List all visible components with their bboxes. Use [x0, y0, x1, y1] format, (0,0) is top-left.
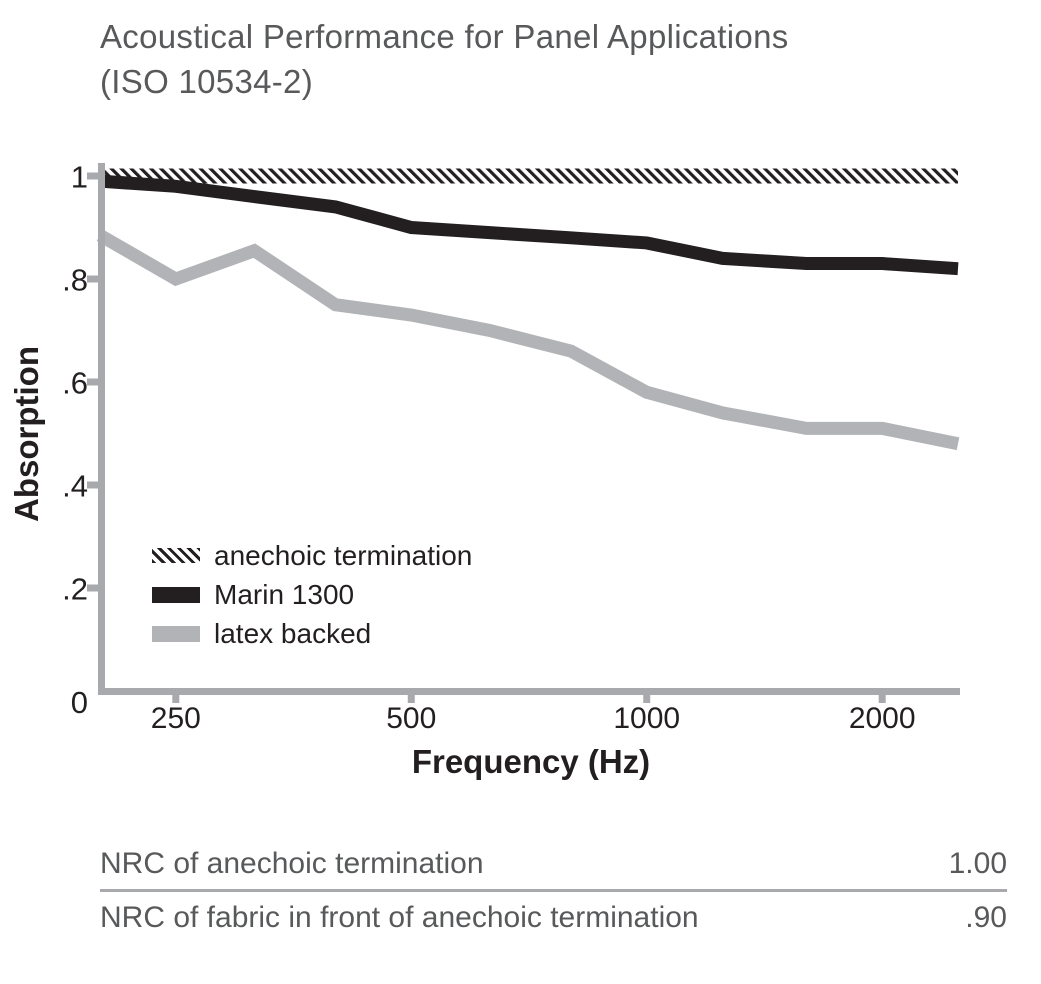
y-axis-line	[98, 163, 105, 695]
x-tick	[407, 695, 415, 703]
y-axis-title: Absorption	[8, 346, 45, 522]
y-tick-label: 1	[71, 160, 88, 195]
table-row: NRC of fabric in front of anechoic termi…	[100, 892, 1007, 943]
table-divider	[100, 889, 1007, 892]
table-row: NRC of anechoic termination 1.00	[100, 838, 1007, 889]
x-tick	[643, 695, 651, 703]
y-tick	[87, 172, 98, 180]
legend-item-latex-backed: latex backed	[152, 614, 472, 653]
x-tick-label: 1000	[613, 702, 680, 735]
y-tick	[87, 584, 98, 592]
absorption-frequency-chart: 1 .8 .6 .4 .2 0 250 500 1000 2000 Absorption Fre…	[8, 160, 960, 780]
nrc-table: NRC of anechoic termination 1.00 NRC of …	[100, 838, 1007, 943]
chart-title-line2: (ISO 10534-2)	[100, 63, 314, 100]
x-tick-label: 250	[151, 702, 201, 735]
y-tick	[87, 275, 98, 283]
chart-legend: anechoic termination Marin 1300 latex ba…	[152, 536, 472, 653]
y-tick	[87, 378, 98, 386]
y-tick-label: .2	[62, 572, 88, 607]
x-axis-line	[98, 688, 960, 695]
x-axis-title: Frequency (Hz)	[412, 743, 650, 780]
y-ticks: 1 .8 .6 .4 .2 0	[62, 160, 98, 720]
nrc-row-label: NRC of anechoic termination	[100, 846, 484, 880]
legend-item-anechoic-termination: anechoic termination	[152, 536, 472, 575]
legend-label: latex backed	[214, 617, 372, 649]
series-layer	[96, 168, 960, 451]
chart-title: Acoustical Performance for Panel Applica…	[100, 14, 789, 104]
y-tick-label: .4	[62, 469, 88, 504]
series-line-latex-backed	[96, 229, 960, 451]
legend-label: anechoic termination	[214, 539, 473, 571]
x-tick	[878, 695, 886, 703]
y-tick-label: .6	[62, 366, 88, 401]
nrc-row-label: NRC of fabric in front of anechoic termi…	[100, 900, 699, 934]
y-tick-label: .8	[62, 263, 88, 298]
hatched-line-swatch-icon	[152, 548, 200, 563]
black-line-swatch-icon	[152, 586, 200, 603]
legend-item-marin-1300: Marin 1300	[152, 575, 472, 614]
x-tick-label: 2000	[849, 702, 916, 735]
gray-line-swatch-icon	[152, 625, 200, 642]
chart-title-line1: Acoustical Performance for Panel Applica…	[100, 18, 789, 55]
nrc-row-value: .90	[965, 900, 1007, 934]
series-line-Marin-1300	[99, 174, 959, 276]
x-tick-label: 500	[386, 702, 436, 735]
legend-label: Marin 1300	[214, 578, 355, 610]
x-tick	[172, 695, 180, 703]
series-hatched-anechoic-termination	[100, 168, 958, 184]
y-tick	[87, 481, 98, 489]
x-ticks: 250 500 1000 2000	[151, 695, 916, 735]
y-tick-label: 0	[71, 685, 88, 720]
nrc-row-value: 1.00	[948, 846, 1007, 880]
